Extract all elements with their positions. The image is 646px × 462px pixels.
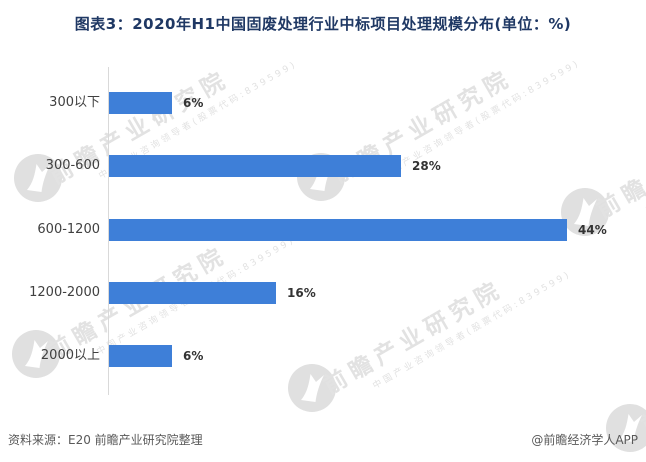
y-axis-line	[108, 67, 109, 395]
value-label: 28%	[412, 159, 441, 173]
watermark-text-block: 前瞻产业研究院中国产业咨询领导者(股票代码:839599)	[319, 243, 574, 413]
category-label: 600-1200	[37, 222, 100, 237]
category-label: 1200-2000	[29, 285, 100, 300]
bar	[109, 282, 276, 304]
value-label: 44%	[578, 223, 607, 237]
value-label: 6%	[183, 96, 204, 110]
bar	[109, 155, 401, 177]
value-label: 16%	[287, 286, 316, 300]
bar	[109, 345, 172, 367]
chart-title: 图表3：2020年H1中国固废处理行业中标项目处理规模分布(单位：%)	[74, 15, 572, 33]
category-label: 300以下	[49, 95, 100, 110]
watermark-sub-text: 中国产业咨询领导者(股票代码:839599)	[371, 269, 574, 392]
credit-note: @前瞻经济学人APP	[531, 433, 638, 447]
watermark-sub-text: 中国产业咨询领导者(股票代码:839599)	[380, 58, 583, 181]
watermark-logo-icon	[288, 364, 336, 412]
value-label: 6%	[183, 349, 204, 363]
source-note: 资料来源：E20 前瞻产业研究院整理	[8, 433, 203, 447]
watermark-brand-text: 前瞻产业研究院	[637, 315, 646, 440]
category-label: 300-600	[45, 158, 100, 173]
category-label: 2000以上	[40, 348, 100, 363]
watermark-text-block: 前瞻产业研究院中国产业咨询领导者(股票代码:839599)	[46, 33, 300, 203]
bar	[109, 219, 567, 241]
watermark-brand-text: 前瞻产业研究院	[319, 275, 509, 400]
bar	[109, 92, 172, 114]
watermark-brand-text: 前瞻产业研究院	[592, 99, 646, 224]
